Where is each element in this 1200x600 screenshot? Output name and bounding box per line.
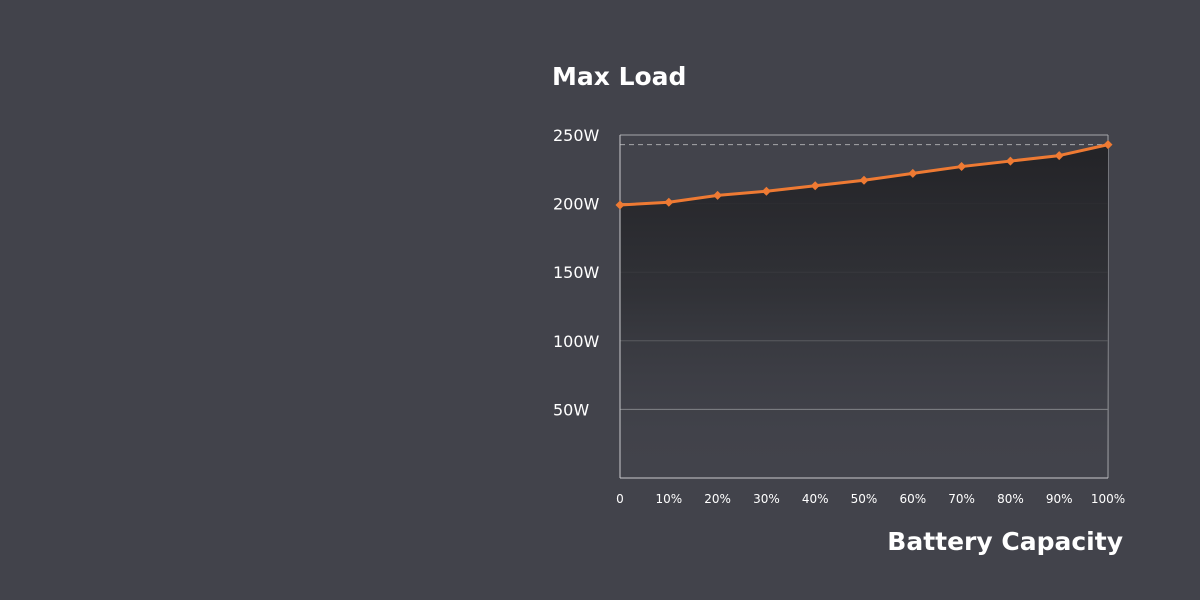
data-point (615, 200, 625, 210)
y-tick-labels: 50W 100W 150W 200W 250W (553, 126, 600, 419)
x-tick-label: 20% (704, 492, 731, 506)
data-point (1103, 140, 1113, 150)
x-tick-label: 30% (753, 492, 780, 506)
series-max-load (615, 140, 1113, 210)
x-tick-label: 70% (948, 492, 975, 506)
data-point (664, 197, 674, 207)
x-tick-label: 90% (1046, 492, 1073, 506)
x-tick-label: 60% (899, 492, 926, 506)
data-point (957, 162, 967, 172)
data-point (810, 181, 820, 191)
x-tick-label: 10% (655, 492, 682, 506)
x-axis-title: Battery Capacity (887, 527, 1123, 556)
x-tick-label: 100% (1091, 492, 1125, 506)
x-tick-label: 0 (616, 492, 624, 506)
data-point (713, 190, 723, 200)
y-tick-label: 250W (553, 126, 600, 145)
y-tick-label: 150W (553, 263, 600, 282)
y-tick-label: 50W (553, 400, 589, 419)
axes (619, 135, 1108, 479)
y-tick-label: 100W (553, 332, 600, 351)
data-point (859, 175, 869, 185)
data-point (761, 186, 771, 196)
y-tick-label: 200W (553, 195, 600, 214)
series-area (620, 144, 1108, 478)
x-tick-labels: 0 10% 20% 30% 40% 50% 60% 70% 80% 90% 100% (616, 492, 1125, 506)
area-fill (620, 144, 1108, 478)
x-tick-label: 80% (997, 492, 1024, 506)
data-point (1054, 151, 1064, 161)
data-point (1005, 156, 1015, 166)
x-tick-label: 40% (802, 492, 829, 506)
chart-title: Max Load (552, 62, 686, 91)
data-point (908, 168, 918, 178)
x-tick-label: 50% (851, 492, 878, 506)
